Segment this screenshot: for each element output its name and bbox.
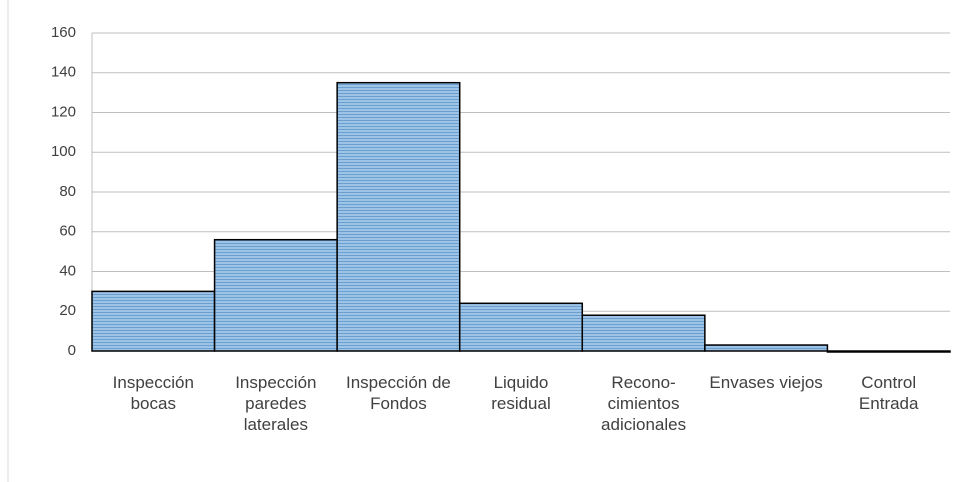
x-tick-label: Recono-cimientos adicionales <box>601 373 687 434</box>
x-tick-label: Inspección bocas <box>112 373 194 413</box>
x-tick-label: Inspección de Fondos <box>345 373 451 413</box>
x-tick-label: Control Entrada <box>858 373 919 413</box>
y-tick-label: 20 <box>59 302 76 319</box>
x-tick-label: Liquido residual <box>491 373 551 413</box>
y-tick-label: 120 <box>51 103 76 120</box>
bar <box>581 314 706 352</box>
y-tick-label: 40 <box>59 262 76 279</box>
bar <box>826 350 951 353</box>
y-tick-label: 0 <box>68 342 76 359</box>
bar <box>458 302 584 352</box>
bar <box>213 238 338 352</box>
bar <box>336 81 461 352</box>
y-tick-label: 160 <box>51 24 76 41</box>
x-tick-label: Envases viejos <box>709 373 823 392</box>
bar <box>91 290 216 352</box>
bar <box>704 344 829 352</box>
y-tick-label: 60 <box>59 223 76 240</box>
y-tick-label: 140 <box>51 64 76 81</box>
y-tick-label: 80 <box>59 183 76 200</box>
y-tick-label: 100 <box>51 143 76 160</box>
x-tick-label: Inspección paredes laterales <box>235 373 317 434</box>
